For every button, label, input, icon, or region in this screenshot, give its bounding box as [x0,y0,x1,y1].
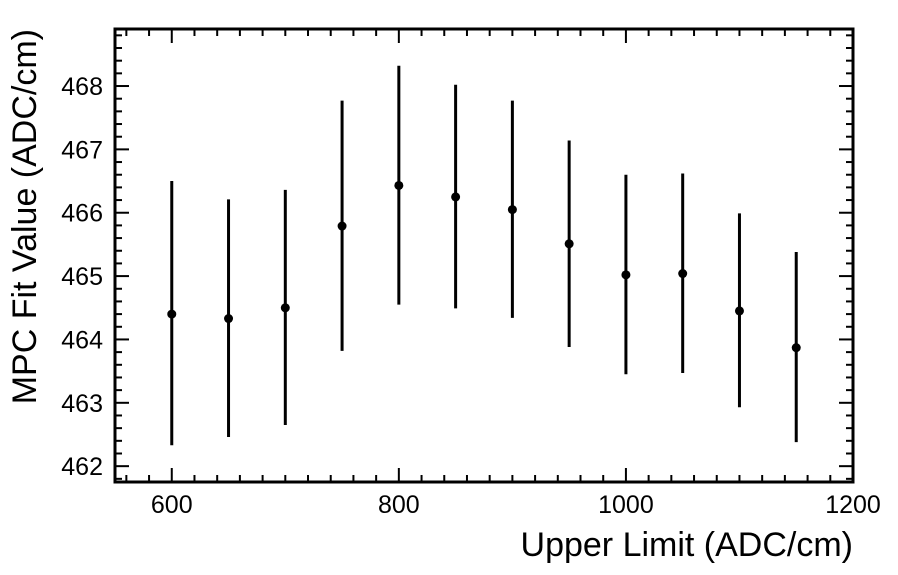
y-tick-label: 463 [61,390,103,418]
data-point [734,306,744,316]
y-tick-label: 464 [61,326,103,354]
data-point [678,269,688,279]
x-tick-label: 800 [378,491,420,519]
x-tick-label: 1200 [825,491,881,519]
data-point [564,239,574,249]
y-tick-label: 467 [61,136,103,164]
data-point [394,180,404,190]
x-tick-label: 600 [151,491,193,519]
x-axis-title: Upper Limit (ADC/cm) [521,526,853,564]
y-tick-label: 462 [61,453,103,481]
x-tick-labels: 600 800 1000 1200 [151,491,881,519]
data-points [167,65,801,446]
data-point [224,314,234,324]
y-axis-title: MPC Fit Value (ADC/cm) [6,29,44,404]
y-tick-label: 465 [61,263,103,291]
y-tick-labels: 462 463 464 465 466 467 468 [61,73,103,481]
axis-ticks [115,29,854,482]
x-tick-label: 1000 [598,491,654,519]
data-point [280,303,290,313]
y-tick-label: 466 [61,200,103,228]
data-point [507,205,517,215]
data-point [167,309,177,319]
data-point [451,192,461,202]
y-tick-label: 468 [61,73,103,101]
data-point [791,343,801,353]
data-point [621,270,631,280]
plot-frame [113,27,855,484]
data-point [337,221,347,231]
